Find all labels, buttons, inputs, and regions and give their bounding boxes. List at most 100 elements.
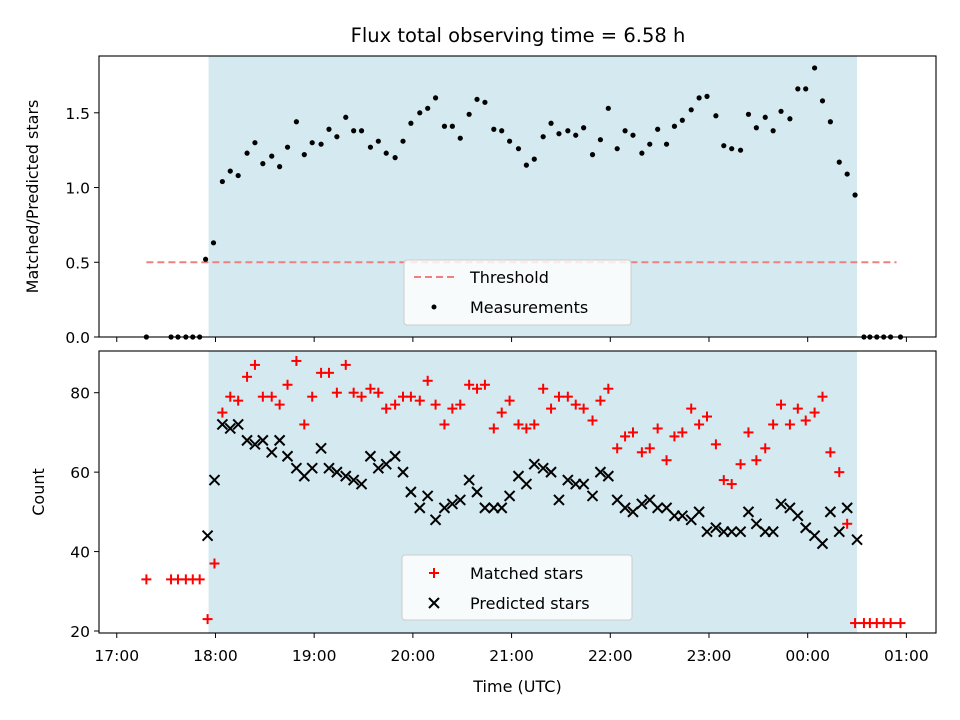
measurement-point: [622, 128, 628, 134]
measurement-point: [425, 105, 431, 111]
matched-star-point: [291, 355, 302, 366]
predicted-star-point: [841, 502, 853, 514]
predicted-star-point: [347, 474, 360, 486]
predicted-star-point: [520, 478, 533, 490]
predicted-star-point: [249, 438, 261, 451]
predicted-star-point: [734, 526, 747, 538]
matched-star-point: [792, 403, 803, 414]
measurement-point: [597, 137, 604, 143]
matched-star-point: [225, 391, 236, 402]
matched-star-point: [439, 419, 450, 430]
measurement-point: [260, 161, 266, 167]
matched-star-point: [249, 359, 260, 370]
matched-star-point: [356, 391, 367, 402]
matched-star-point: [768, 419, 779, 430]
matched-star-point: [751, 455, 762, 466]
predicted-star-point: [676, 510, 689, 522]
predicted-stars-legend-label: Predicted stars: [470, 594, 590, 613]
predicted-star-point: [586, 490, 599, 502]
measurement-point: [614, 146, 620, 152]
matched-star-point: [652, 423, 663, 434]
predicted-star-point: [355, 478, 368, 490]
matched-star-point: [538, 383, 549, 394]
matched-star-point: [348, 387, 359, 398]
matched-star-point: [141, 574, 152, 585]
x-tick-label: 22:00: [588, 647, 633, 665]
predicted-star-point: [315, 442, 327, 455]
predicted-star-point: [389, 450, 401, 462]
measurement-point: [400, 138, 406, 144]
matched-star-point: [209, 558, 220, 569]
predicted-star-point: [800, 522, 812, 534]
bottom-y-tick-label: 60: [70, 464, 90, 482]
matched-stars-marker: [429, 568, 439, 578]
predicted-star-point: [725, 526, 738, 538]
x-tick-label: 23:00: [687, 647, 732, 665]
matched-star-point: [702, 411, 713, 422]
measurement-point: [721, 143, 727, 149]
measurement-point: [737, 147, 744, 153]
measurement-point: [713, 113, 719, 119]
predicted-star-point: [792, 510, 804, 522]
predicted-star-point: [281, 450, 294, 462]
predicted-star-point: [414, 502, 426, 514]
predicted-star-point: [651, 502, 664, 514]
predicted-star-point: [463, 474, 475, 486]
top-y-axis-label: Matched/Predicted stars: [23, 100, 42, 294]
matched-star-point: [472, 383, 483, 394]
top-y-tick-label: 1.5: [65, 105, 90, 123]
matched-star-point: [447, 403, 458, 414]
x-tick-label: 20:00: [391, 647, 436, 665]
matched-star-point: [800, 415, 811, 426]
measurement-point: [277, 164, 283, 170]
predicted-star-point: [636, 498, 648, 510]
bottom-y-tick-label: 20: [70, 623, 90, 641]
measurement-point: [803, 86, 809, 92]
predicted-star-point: [594, 466, 607, 478]
matched-star-point: [578, 403, 589, 414]
measurement-point: [491, 126, 497, 132]
x-axis-label: Time (UTC): [472, 677, 561, 696]
predicted-star-point: [742, 506, 755, 518]
matched-star-point: [885, 618, 896, 629]
predicted-star-point: [627, 506, 639, 518]
matched-star-point: [612, 443, 623, 454]
measurement-point: [581, 125, 587, 131]
measurement-point: [507, 138, 513, 144]
matched-stars-legend-label: Matched stars: [470, 564, 583, 583]
x-tick-label: 17:00: [94, 647, 139, 665]
measurement-point: [441, 123, 448, 129]
measurements-legend-swatch: [431, 304, 437, 310]
measurement-point: [811, 65, 818, 71]
predicted-star-point: [429, 514, 442, 526]
predicted-star-point: [833, 526, 845, 538]
measurement-point: [819, 98, 826, 104]
matched-star-point: [603, 383, 614, 394]
predicted-star-point: [208, 474, 221, 486]
matched-star-point: [627, 427, 638, 438]
measurement-point: [647, 141, 653, 147]
predicted-star-point: [340, 470, 352, 482]
predicted-stars-marker: [428, 597, 440, 609]
predicted-star-point: [701, 526, 713, 538]
top-legend: Threshold Measurements: [403, 259, 632, 326]
measurements-legend-label: Measurements: [470, 298, 588, 317]
matched-star-point: [661, 455, 672, 466]
measurement-point: [432, 95, 439, 101]
measurement-point: [753, 125, 759, 131]
measurement-point: [227, 168, 233, 174]
measurement-point: [531, 156, 537, 162]
top-panel-frame: [98, 55, 937, 338]
matched-star-point: [726, 479, 737, 490]
predicted-star-point: [224, 422, 236, 435]
measurement-point: [417, 110, 423, 116]
measurement-point: [770, 128, 776, 134]
predicted-star-point: [257, 434, 269, 447]
top-panel: 0.0 0.5 1.0 1.5 Matched/Predicted stars Thr…: [23, 55, 937, 347]
matched-star-point: [390, 399, 401, 410]
measurement-point: [852, 192, 858, 198]
matched-star-point: [430, 399, 441, 410]
matched-star-point: [405, 391, 416, 402]
predicted-star-point: [446, 498, 459, 510]
matched-star-point: [233, 395, 244, 406]
